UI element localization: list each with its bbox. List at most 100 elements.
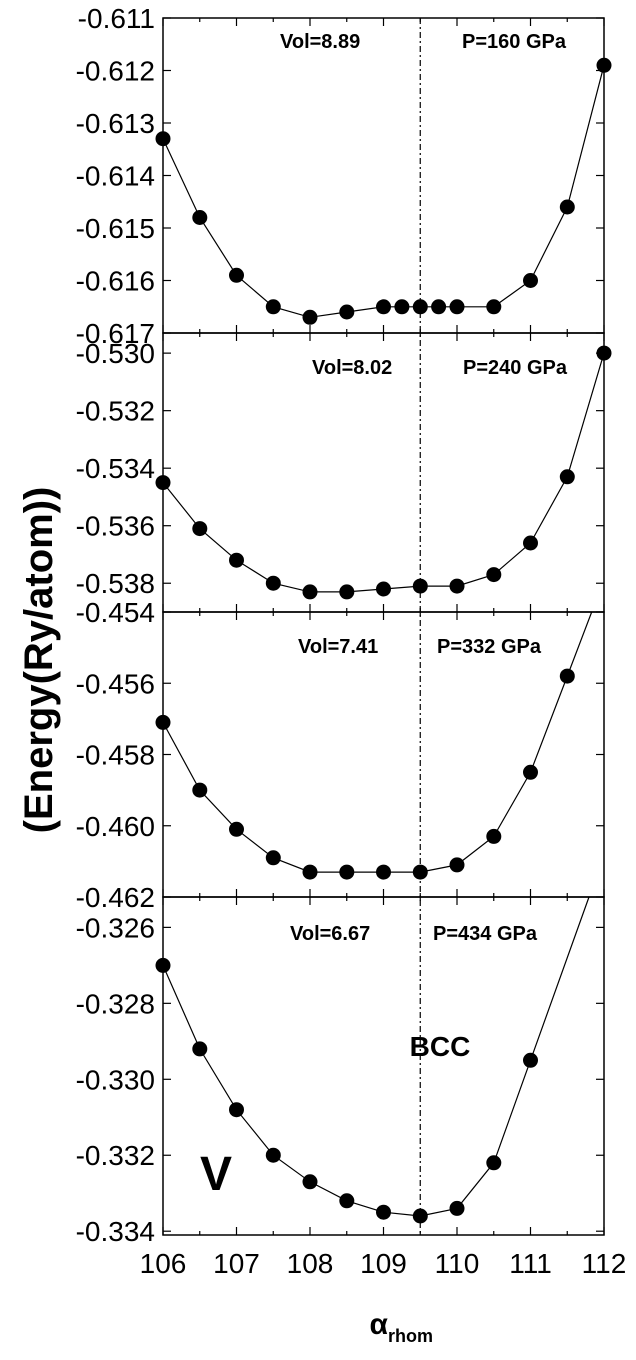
pressure-label: P=240 GPa [463,357,568,379]
data-point [155,475,171,491]
data-point [339,584,355,600]
data-point [302,309,318,325]
data-point [265,575,281,591]
data-point [339,304,355,320]
data-point [192,1041,208,1057]
data-point [412,1208,428,1224]
y-tick-label: -0.534 [76,453,155,484]
data-point [412,578,428,594]
data-point [486,567,502,583]
x-tick-label: 108 [287,1248,334,1279]
data-point [192,521,208,537]
data-point [302,864,318,880]
data-point [486,828,502,844]
data-point [449,299,465,315]
data-point [523,535,538,551]
y-tick-label: -0.454 [76,597,155,628]
y-tick-label: -0.332 [76,1140,155,1171]
x-tick-label: 111 [509,1248,552,1279]
y-tick-label: -0.532 [76,396,155,427]
data-point [486,1155,502,1171]
panel-frame [162,17,605,334]
data-point [523,273,538,288]
y-tick-label: -0.456 [76,668,155,699]
y-tick-label: -0.328 [76,988,155,1019]
panel-4: -0.326 -0.328 -0.330 -0.332 -0.334 Vol=6.67 P=… [76,896,605,1247]
y-tick-label: -0.334 [76,1216,155,1247]
pressure-label: P=434 GPa [433,923,538,945]
data-point [559,469,575,485]
y-tick-label: -0.616 [76,266,155,297]
x-tick-label: 110 [435,1248,480,1279]
data-point [229,267,244,283]
data-point [449,857,465,873]
data-point [155,714,171,730]
y-tick-label: -0.617 [76,318,155,349]
x-tick-label: 109 [360,1248,407,1279]
data-point [596,345,612,361]
data-point [431,299,447,315]
x-tick-label: 107 [213,1248,260,1279]
volume-label: Vol=8.89 [280,31,360,53]
y-tick-label: -0.615 [76,213,155,244]
data-point [376,299,391,315]
x-axis-label-subscript: rhom [388,1326,433,1346]
series-curve [162,352,605,593]
panel-2: -0.530 -0.532 -0.534 -0.536 -0.538 Vol=8.02 P=… [76,332,612,613]
y-tick-label: -0.462 [76,882,155,913]
data-point [155,957,171,973]
y-tick-label: -0.536 [76,511,155,542]
data-point [265,299,281,315]
data-point [449,578,465,594]
data-point [559,668,575,684]
y-tick-label: -0.530 [76,338,155,369]
y-tick-label: -0.611 [78,3,155,34]
data-point [229,821,244,837]
data-point [229,1102,244,1118]
data-point [559,199,575,215]
data-point [302,1174,318,1190]
y-tick-label: -0.330 [76,1064,155,1095]
pressure-label: P=160 GPa [462,31,567,53]
bcc-label: BCC [410,1031,471,1062]
data-point [523,764,538,780]
data-point [376,581,391,597]
data-point [339,1193,355,1209]
panel-3: -0.454 -0.456 -0.458 -0.460 -0.462 Vol=7.41 P=… [76,597,605,913]
data-point [265,1147,281,1163]
volume-label: Vol=6.67 [290,923,370,945]
data-point [302,584,318,600]
data-point [192,210,208,225]
series-curve [162,896,590,1217]
element-label: V [200,1148,232,1201]
data-point [155,131,171,147]
y-tick-label: -0.538 [76,568,155,599]
data-point [449,1200,465,1216]
data-point [486,299,502,315]
data-point [523,1052,538,1068]
x-tick-label: 112 [582,1248,627,1279]
panel-1: -0.611 -0.612 -0.613 -0.614 -0.615 -0.616 -0.6… [76,3,612,349]
y-tick-label: -0.613 [76,108,155,139]
y-tick-label: -0.326 [76,912,155,943]
data-point [229,552,244,568]
y-tick-label: -0.458 [76,740,155,771]
y-axis-label: (Energy(Ry/atom)) [17,487,61,834]
panels: -0.611 -0.612 -0.613 -0.614 -0.615 -0.616 -0.6… [76,3,612,1247]
y-tick-label: -0.612 [76,56,155,87]
x-axis-tick-labels: 106 107 108 109 110 111 112 [140,1248,627,1279]
data-point [596,57,612,73]
y-tick-label: -0.614 [76,161,155,192]
data-point [192,782,208,798]
data-point [394,299,410,315]
x-axis-label: α [370,1308,389,1341]
data-point [412,299,428,315]
volume-label: Vol=8.02 [312,357,392,379]
y-tick-label: -0.460 [76,811,155,842]
pressure-label: P=332 GPa [437,636,542,658]
volume-label: Vol=7.41 [298,636,378,658]
data-point [265,850,281,866]
data-point [376,864,391,880]
data-point [339,864,355,880]
